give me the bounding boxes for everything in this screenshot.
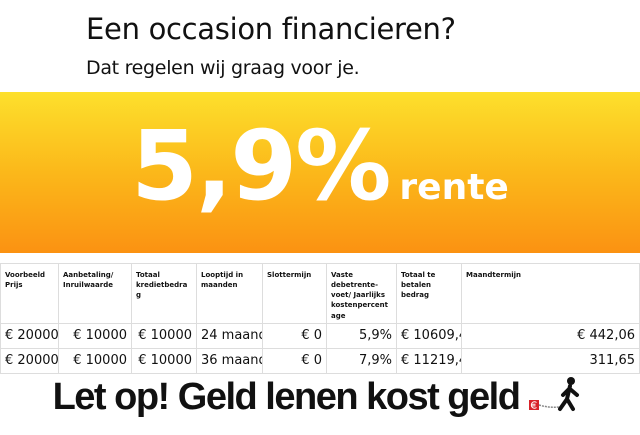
table-cell: € 10609,44	[396, 322, 462, 349]
table-cell: € 0	[262, 347, 327, 374]
page-title: Een occasion financieren?	[86, 12, 456, 46]
table-cell: € 20000	[0, 322, 59, 349]
table-cell: 5,9%	[326, 322, 397, 349]
table-header-row: Voorbeeld Prijs Aanbetaling/ Inruilwaard…	[0, 263, 640, 324]
promo-rate-label: rente	[399, 167, 509, 208]
table-header: Vaste debetrente-voet/ Jaarlijks kostenp…	[326, 263, 397, 324]
table-header: Totaal kredietbedrag	[131, 263, 197, 324]
table-header: Slottermijn	[262, 263, 327, 324]
table-header: Maandtermijn	[461, 263, 640, 324]
table-row: € 20000 € 10000 € 10000 36 maanden € 0 7…	[0, 347, 640, 374]
table-cell: € 20000	[0, 347, 59, 374]
financing-table: Voorbeeld Prijs Aanbetaling/ Inruilwaard…	[0, 263, 640, 374]
promo-rate-row: 5,9% rente	[0, 118, 640, 214]
table-header: Aanbetaling/ Inruilwaarde	[58, 263, 132, 324]
table-cell: € 10000	[58, 347, 132, 374]
table-header: Voorbeeld Prijs	[0, 263, 59, 324]
table-header: Totaal te betalen bedrag	[396, 263, 462, 324]
promo-rate: 5,9%	[131, 110, 391, 222]
table-cell: 7,9%	[326, 347, 397, 374]
table-cell: € 10000	[58, 322, 132, 349]
table-cell: 36 maanden	[196, 347, 263, 374]
walking-man-chained-euro-icon	[529, 376, 580, 411]
table-cell: 24 maanden	[196, 322, 263, 349]
table-row: € 20000 € 10000 € 10000 24 maanden € 0 5…	[0, 322, 640, 349]
page-subtitle: Dat regelen wij graag voor je.	[86, 57, 360, 79]
table-cell: € 442,06	[461, 322, 640, 349]
promo-banner	[0, 92, 640, 253]
warning-row: Let op! Geld lenen kost geld	[0, 374, 640, 420]
warning-text: Let op! Geld lenen kost geld	[52, 376, 521, 418]
table-cell: € 0	[262, 322, 327, 349]
table-cell: € 10000	[131, 322, 197, 349]
table-cell: 311,65	[461, 347, 640, 374]
table-header: Looptijd in maanden	[196, 263, 263, 324]
table-cell: € 11219,40	[396, 347, 462, 374]
table-cell: € 10000	[131, 347, 197, 374]
